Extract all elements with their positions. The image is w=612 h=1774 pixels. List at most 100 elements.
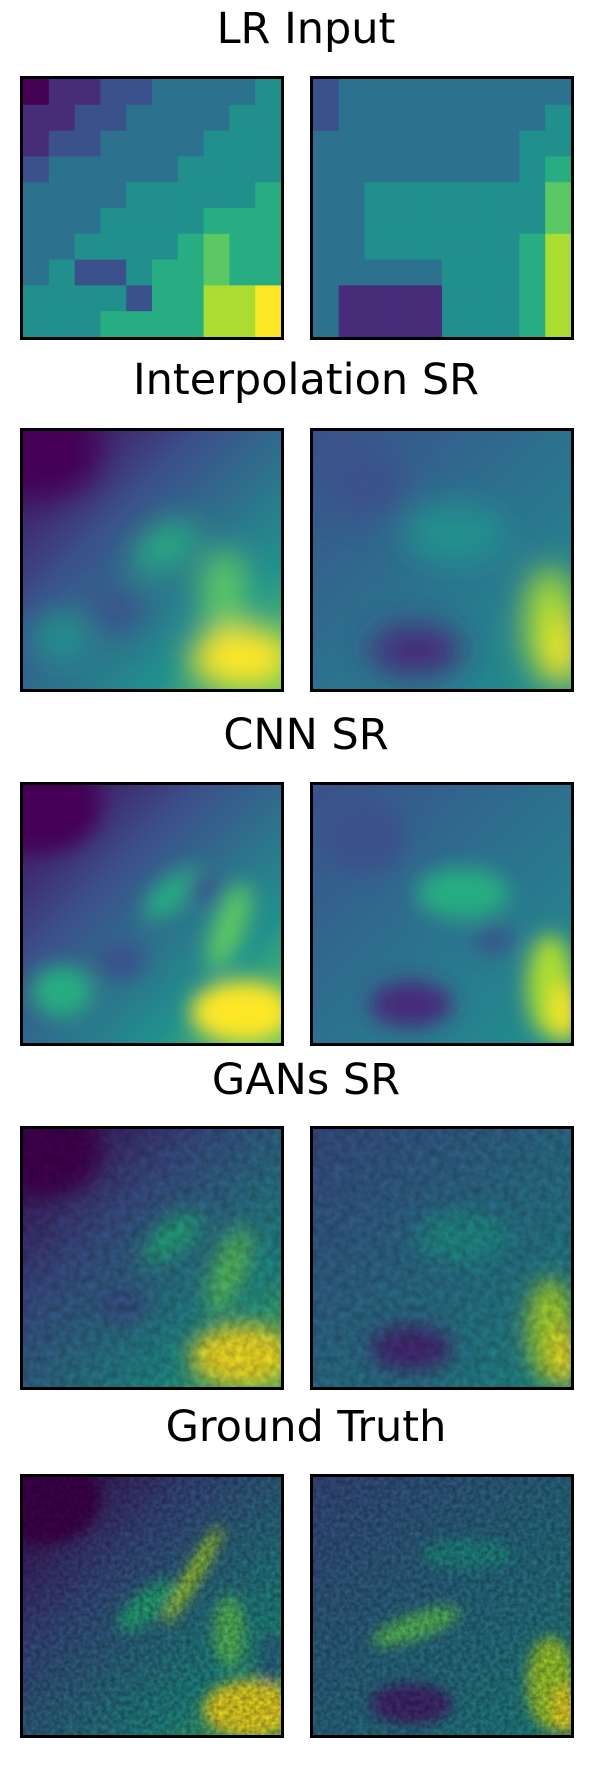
lr-pixel xyxy=(442,233,469,261)
lr-pixel xyxy=(177,79,205,106)
lr-pixel xyxy=(338,259,366,286)
lr-pixel xyxy=(203,130,230,157)
lr-pixel xyxy=(338,311,366,337)
lr-pixel xyxy=(493,259,520,286)
lr-pixel xyxy=(416,156,443,183)
lr-pixel xyxy=(313,156,340,183)
lr-pixel xyxy=(23,233,50,261)
ground-truth-right-image xyxy=(313,1477,571,1735)
lr-pixel xyxy=(177,233,205,261)
lr-pixel xyxy=(100,182,127,209)
lr-pixel xyxy=(313,233,340,261)
lr-pixel xyxy=(416,208,443,235)
lr-pixel xyxy=(519,104,546,132)
lr-pixel xyxy=(255,104,281,132)
lr-pixel xyxy=(545,311,571,337)
lr-pixel xyxy=(74,130,101,157)
lr-pixel xyxy=(390,208,417,235)
lr-pixel xyxy=(100,208,127,235)
lr-pixel xyxy=(545,182,571,209)
lr-pixel xyxy=(100,233,127,261)
lr-grid-right xyxy=(313,79,571,337)
lr-pixel xyxy=(152,182,179,209)
cnn-sr-right-image xyxy=(313,785,571,1043)
lr-pixel xyxy=(493,285,520,312)
lr-pixel xyxy=(313,208,340,235)
lr-pixel xyxy=(313,259,340,286)
lr-pixel xyxy=(313,182,340,209)
lr-pixel xyxy=(416,182,443,209)
lr-pixel xyxy=(255,182,281,209)
lr-pixel xyxy=(390,311,417,337)
lr-pixel xyxy=(74,259,101,286)
lr-pixel xyxy=(152,156,179,183)
lr-pixel xyxy=(229,311,256,337)
lr-pixel xyxy=(74,104,101,132)
lr-pixel xyxy=(74,233,101,261)
lr-pixel xyxy=(203,311,230,337)
lr-pixel xyxy=(442,311,469,337)
row-title-ground-truth: Ground Truth xyxy=(165,1402,447,1452)
lr-pixel xyxy=(152,259,179,286)
lr-pixel xyxy=(338,156,366,183)
lr-input-right-image xyxy=(313,79,571,337)
lr-pixel xyxy=(255,259,281,286)
interpolation-sr-right-image xyxy=(313,431,571,689)
lr-pixel xyxy=(203,285,230,312)
lr-pixel xyxy=(229,233,256,261)
lr-pixel xyxy=(23,156,50,183)
lr-pixel xyxy=(493,182,520,209)
lr-pixel xyxy=(229,285,256,312)
lr-pixel xyxy=(23,259,50,286)
lr-pixel xyxy=(338,79,366,106)
lr-pixel xyxy=(313,311,340,337)
lr-pixel xyxy=(48,208,76,235)
lr-pixel xyxy=(100,79,127,106)
lr-pixel xyxy=(313,79,340,106)
lr-pixel xyxy=(177,285,205,312)
lr-pixel xyxy=(48,182,76,209)
lr-pixel xyxy=(255,285,281,312)
lr-pixel xyxy=(313,104,340,132)
lr-pixel xyxy=(416,130,443,157)
lr-pixel xyxy=(416,104,443,132)
lr-pixel xyxy=(126,104,153,132)
lr-pixel xyxy=(23,311,50,337)
lr-pixel xyxy=(467,208,495,235)
lr-pixel xyxy=(23,79,50,106)
lr-pixel xyxy=(203,259,230,286)
lr-pixel xyxy=(126,233,153,261)
lr-pixel xyxy=(442,79,469,106)
lr-pixel xyxy=(519,130,546,157)
lr-pixel xyxy=(493,104,520,132)
lr-pixel xyxy=(100,311,127,337)
lr-pixel xyxy=(177,182,205,209)
interpolation-sr-left-panel xyxy=(20,428,284,692)
lr-grid-left xyxy=(23,79,281,337)
lr-input-right-panel xyxy=(310,76,574,340)
lr-pixel xyxy=(100,156,127,183)
lr-pixel xyxy=(545,208,571,235)
lr-pixel xyxy=(126,79,153,106)
lr-pixel xyxy=(519,311,546,337)
lr-pixel xyxy=(493,311,520,337)
lr-pixel xyxy=(442,208,469,235)
lr-pixel xyxy=(467,104,495,132)
lr-pixel xyxy=(442,130,469,157)
lr-pixel xyxy=(74,156,101,183)
lr-pixel xyxy=(545,156,571,183)
lr-pixel xyxy=(229,182,256,209)
lr-pixel xyxy=(255,311,281,337)
row-title-interpolation-sr: Interpolation SR xyxy=(132,355,480,405)
lr-pixel xyxy=(416,311,443,337)
lr-pixel xyxy=(467,79,495,106)
lr-pixel xyxy=(390,79,417,106)
lr-pixel xyxy=(152,79,179,106)
lr-pixel xyxy=(203,104,230,132)
lr-pixel xyxy=(519,259,546,286)
lr-pixel xyxy=(126,156,153,183)
lr-pixel xyxy=(416,259,443,286)
lr-pixel xyxy=(364,79,391,106)
lr-pixel xyxy=(338,285,366,312)
lr-pixel xyxy=(364,311,391,337)
